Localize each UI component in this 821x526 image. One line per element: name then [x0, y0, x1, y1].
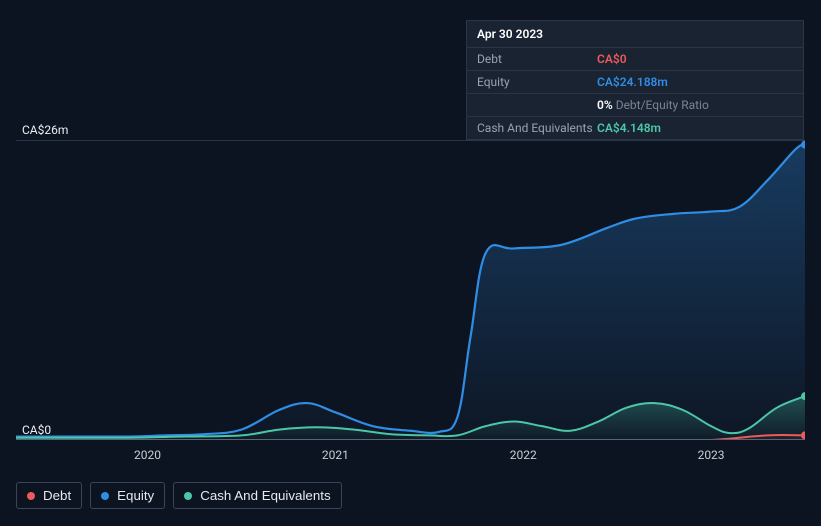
cash-legend-dot-icon [184, 492, 192, 500]
tooltip-row-equity: Equity CA$24.188m [467, 71, 803, 94]
x-tick: 2022 [510, 448, 537, 462]
equity-area [16, 145, 805, 440]
chart-legend: Debt Equity Cash And Equivalents [16, 482, 342, 509]
tooltip-row-cash: Cash And Equivalents CA$4.148m [467, 117, 803, 139]
chart-baseline [16, 439, 805, 440]
legend-label: Cash And Equivalents [200, 488, 330, 503]
tooltip-label-debt: Debt [477, 52, 597, 66]
legend-label: Equity [117, 488, 154, 503]
x-tick: 2023 [698, 448, 725, 462]
tooltip-row-ratio: 0% Debt/Equity Ratio [467, 94, 803, 117]
tooltip-value-debt: CA$0 [597, 52, 627, 66]
tooltip-label-cash: Cash And Equivalents [477, 121, 597, 135]
tooltip-value-equity: CA$24.188m [597, 75, 668, 89]
y-axis-top-label: CA$26m [22, 123, 68, 137]
legend-item-equity[interactable]: Equity [90, 482, 165, 509]
legend-label: Debt [43, 488, 71, 503]
tooltip-row-debt: Debt CA$0 [467, 48, 803, 71]
x-axis-ticks: 2020 2021 2022 2023 [16, 448, 805, 464]
debt-legend-dot-icon [27, 492, 35, 500]
equity-legend-dot-icon [101, 492, 109, 500]
tooltip-value-ratio: 0% Debt/Equity Ratio [597, 98, 709, 112]
tooltip-label-equity: Equity [477, 75, 597, 89]
legend-item-debt[interactable]: Debt [16, 482, 82, 509]
tooltip-value-cash: CA$4.148m [597, 121, 661, 135]
x-tick: 2021 [322, 448, 349, 462]
x-tick: 2020 [134, 448, 161, 462]
tooltip-date: Apr 30 2023 [467, 21, 803, 48]
area-chart [16, 140, 805, 440]
legend-item-cash[interactable]: Cash And Equivalents [173, 482, 341, 509]
chart-tooltip: Apr 30 2023 Debt CA$0 Equity CA$24.188m … [466, 20, 804, 140]
